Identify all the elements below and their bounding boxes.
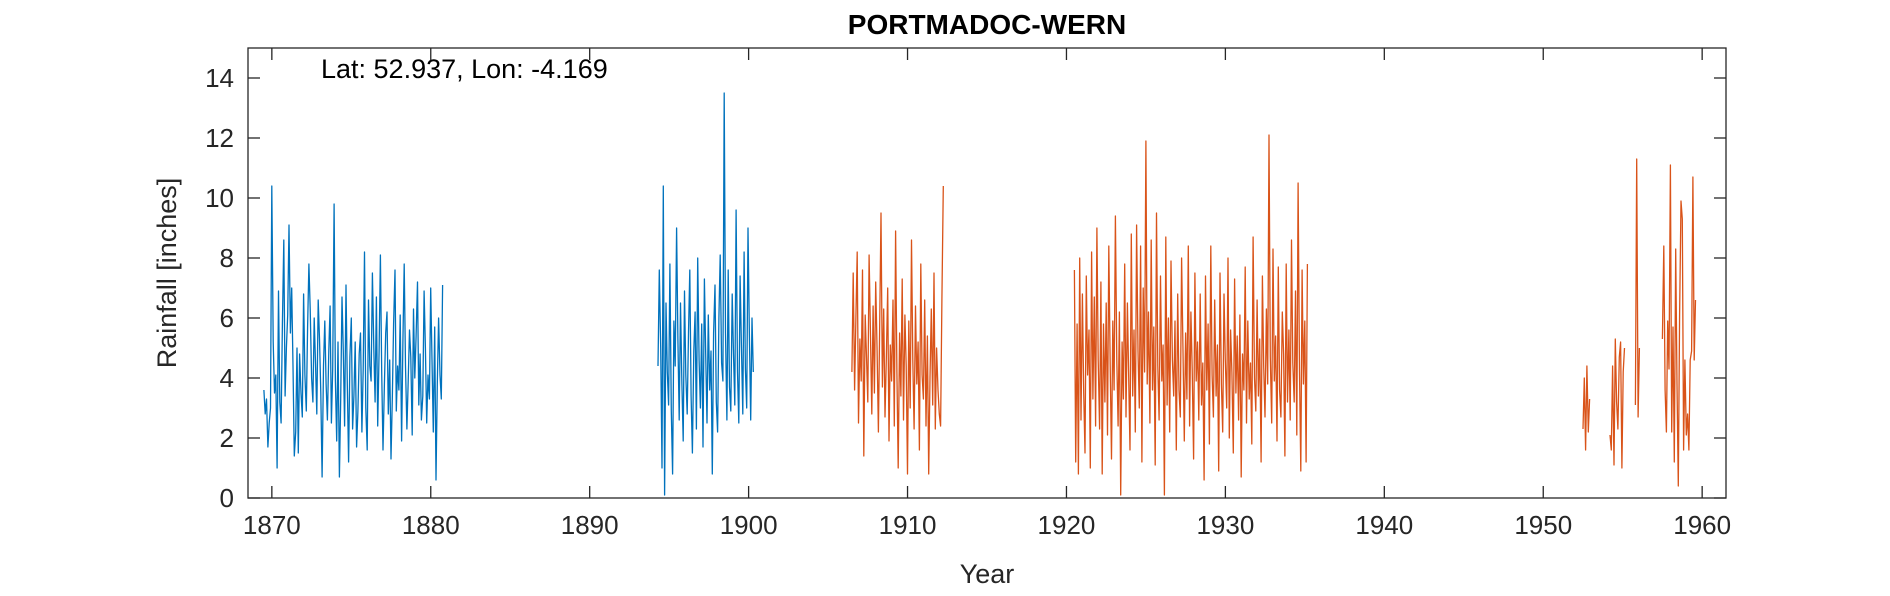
x-tick-label: 1910: [879, 510, 937, 540]
axes-layer: 1870 1880 1890 1900 1910 1920 1930 1940 1950 1960…: [205, 47, 1731, 540]
y-tick-label: 2: [220, 423, 234, 453]
x-tick-label: 1920: [1038, 510, 1096, 540]
y-tick-label: 6: [220, 303, 234, 333]
series-2-line-segment-3: [1582, 365, 1591, 451]
series-2-line-segment-5: [1634, 158, 1641, 418]
y-tick-label: 14: [205, 63, 234, 93]
x-tick-label: 1960: [1673, 510, 1731, 540]
x-tick-label: 1930: [1196, 510, 1254, 540]
y-tick-label: 8: [220, 243, 234, 273]
x-axis-title: Year: [960, 559, 1015, 589]
series-2-line-segment-4: [1609, 338, 1626, 469]
x-tick-label: 1900: [720, 510, 778, 540]
x-tick-label: 1950: [1514, 510, 1572, 540]
series-1-line-segment-1: [263, 185, 444, 481]
y-tick-label: 4: [220, 363, 234, 393]
y-tick-label: 12: [205, 123, 234, 153]
x-tick-label: 1940: [1355, 510, 1413, 540]
series-2-line-segment-2: [1073, 134, 1309, 496]
x-tick-label: 1880: [402, 510, 460, 540]
series-1-line-segment-2: [657, 92, 754, 496]
plot-area: [248, 48, 1726, 498]
y-tick-label: 10: [205, 183, 234, 213]
chart-title: PORTMADOC-WERN: [848, 9, 1126, 40]
y-tick-label: 0: [220, 483, 234, 513]
series-layer: [263, 92, 1697, 496]
x-tick-label: 1890: [561, 510, 619, 540]
x-tick-label: 1870: [243, 510, 301, 540]
location-annotation: Lat: 52.937, Lon: -4.169: [321, 54, 608, 84]
axes-box: [247, 47, 1727, 499]
y-axis-title: Rainfall [inches]: [152, 178, 182, 369]
series-2-line-segment-6: [1661, 164, 1697, 487]
series-2-line-segment-1: [851, 185, 944, 475]
